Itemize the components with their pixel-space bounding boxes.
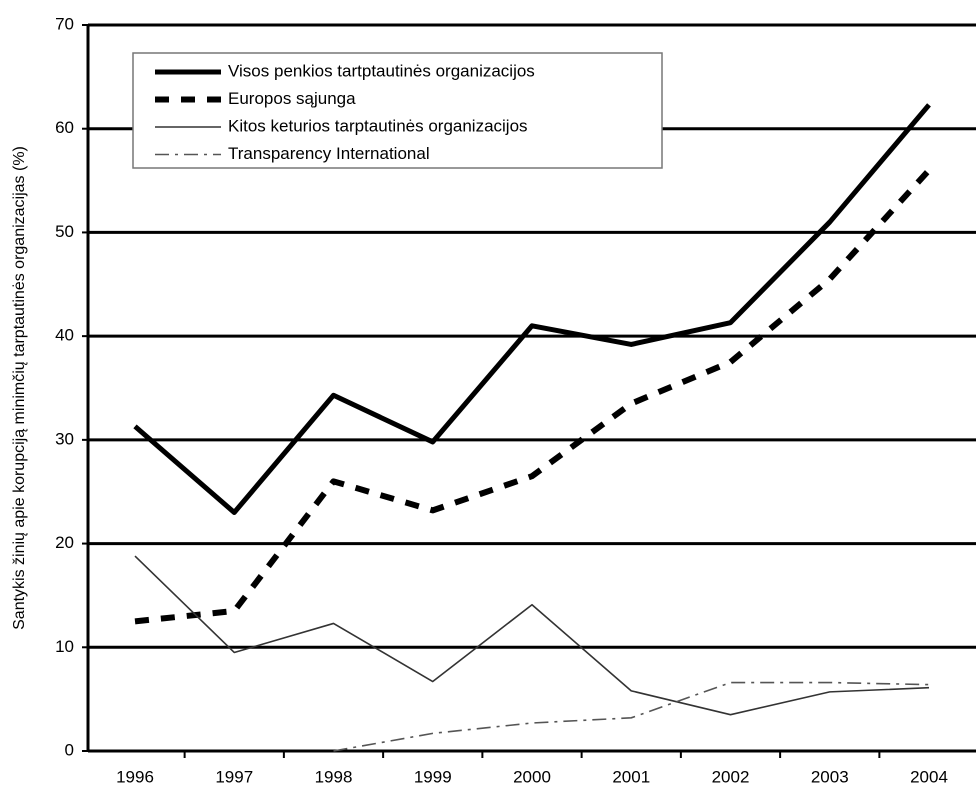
y-tick-label: 60	[55, 118, 74, 137]
y-tick-label: 20	[55, 533, 74, 552]
x-tick-label: 2002	[712, 767, 750, 786]
series-line	[134, 555, 930, 716]
series-line	[133, 103, 931, 515]
x-tick-label: 2003	[811, 767, 849, 786]
y-tick-label: 70	[55, 14, 74, 33]
x-tick-label: 1997	[215, 767, 253, 786]
x-tick-label: 2000	[513, 767, 551, 786]
x-tick-label: 1999	[414, 767, 452, 786]
x-tick-label: 2001	[612, 767, 650, 786]
y-tick-label: 30	[55, 429, 74, 448]
y-tick-label: 50	[55, 222, 74, 241]
y-tick-label: 40	[55, 326, 74, 345]
series-line	[134, 168, 932, 625]
legend-box	[132, 52, 663, 169]
y-tick-label: 10	[55, 637, 74, 656]
y-axis-label: Santykis žinių apie korupciją minimčių t…	[11, 146, 28, 630]
legend-label: Transparency International	[228, 144, 430, 163]
x-tick-label: 2004	[910, 767, 948, 786]
series-line	[333, 681, 930, 752]
x-tick-label: 1996	[116, 767, 154, 786]
legend-label: Kitos keturios tarptautinės organizacijo…	[228, 116, 528, 135]
legend-label: Visos penkios tartptautinės organizacijo…	[228, 61, 535, 80]
legend-label: Europos sąjunga	[228, 89, 356, 108]
y-tick-label: 0	[65, 740, 74, 759]
x-tick-label: 1998	[315, 767, 353, 786]
